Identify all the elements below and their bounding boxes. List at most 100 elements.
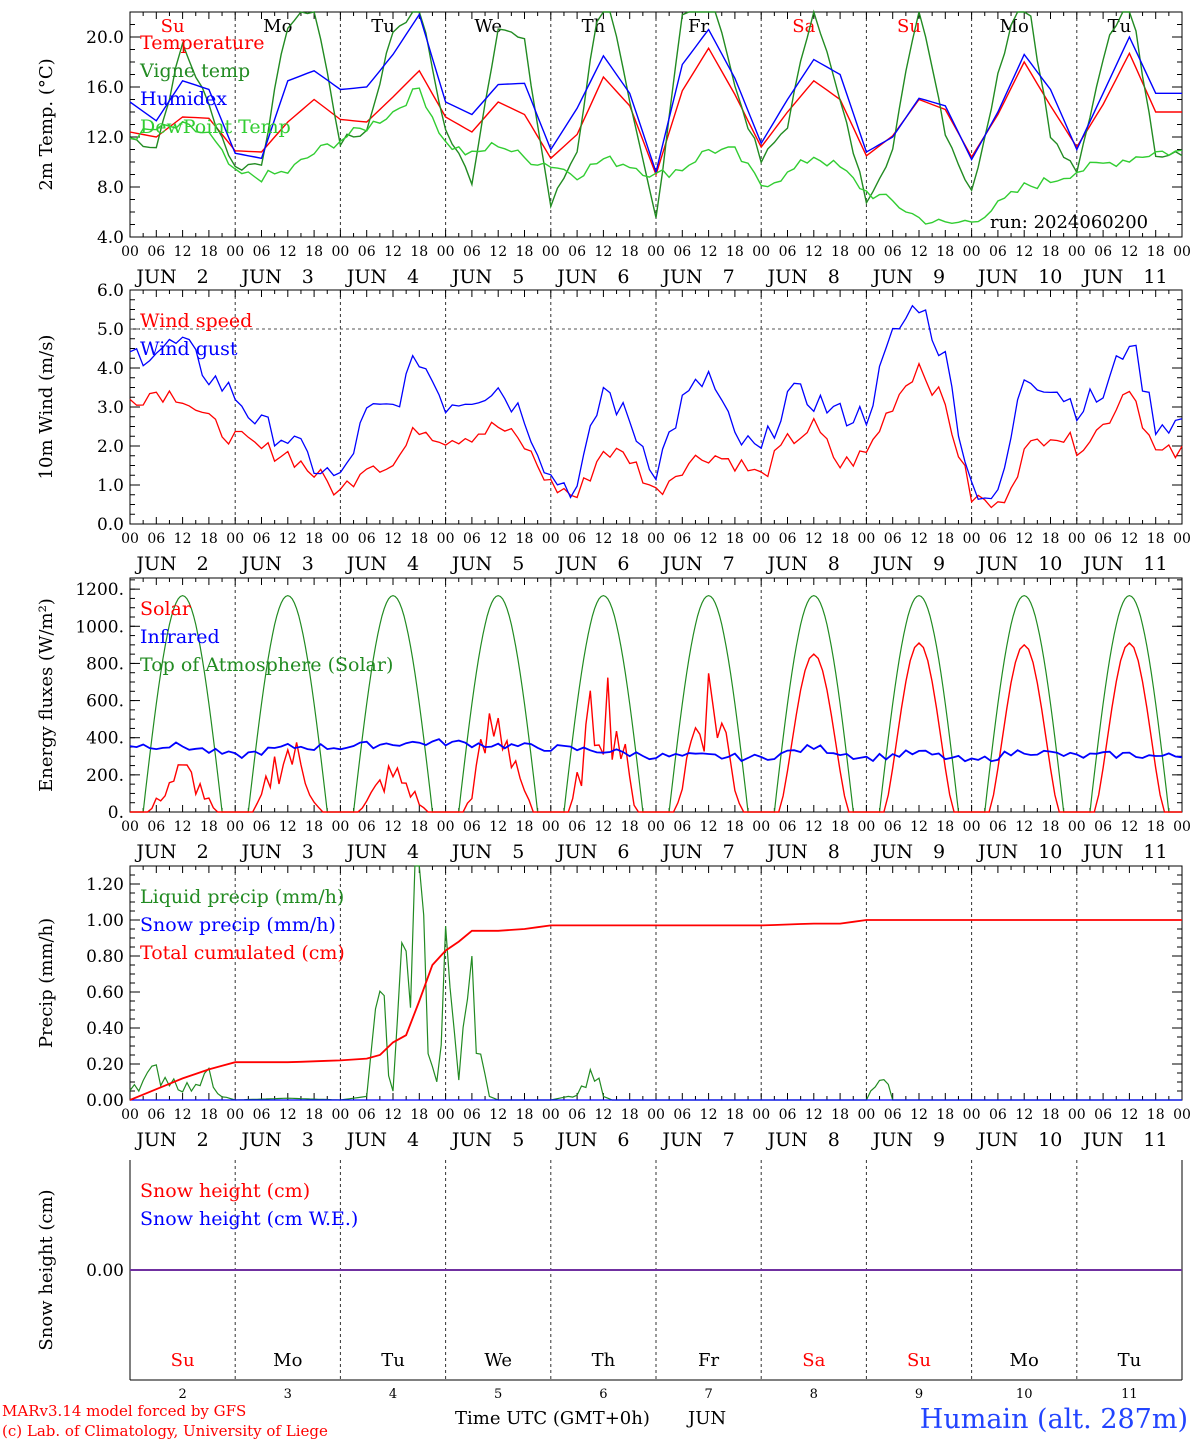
day-number-label: 3 <box>284 1387 292 1402</box>
day-number-label: 8 <box>828 1129 840 1151</box>
legend-entry: Vigne temp <box>139 60 250 82</box>
hour-label: 18 <box>1042 1107 1060 1123</box>
legend-entry: DewPoint Temp <box>140 116 291 138</box>
y-tick-label: 0.00 <box>86 1091 124 1111</box>
day-number-label: 2 <box>197 1129 209 1151</box>
day-month-label: JUN <box>345 553 387 575</box>
y-tick-label: 2.0 <box>97 437 124 457</box>
y-tick-label: 1.0 <box>97 476 124 496</box>
day-number-label: 8 <box>828 841 840 863</box>
hour-label: 18 <box>516 819 534 835</box>
day-number-label: 5 <box>512 553 524 575</box>
hour-label: 18 <box>305 1107 323 1123</box>
hour-label: 12 <box>1120 531 1138 547</box>
hour-label: 18 <box>305 244 323 260</box>
day-number-label: 5 <box>512 841 524 863</box>
hour-label: 12 <box>805 244 823 260</box>
hour-label: 00 <box>1068 531 1086 547</box>
hour-label: 12 <box>700 819 718 835</box>
y-tick-label: 5.0 <box>97 320 124 340</box>
hour-label: 06 <box>989 1107 1007 1123</box>
hour-label: 18 <box>831 531 849 547</box>
weekday-label: Mo <box>1010 1350 1039 1371</box>
hour-label: 18 <box>726 1107 744 1123</box>
hour-label: 12 <box>279 1107 297 1123</box>
y-tick-label: 0.60 <box>86 983 124 1003</box>
day-number-label: 10 <box>1038 841 1062 863</box>
hour-label: 06 <box>147 819 165 835</box>
hour-label: 12 <box>1120 1107 1138 1123</box>
hour-label: 06 <box>779 1107 797 1123</box>
hour-label: 06 <box>463 1107 481 1123</box>
day-number-label: 4 <box>407 1129 419 1151</box>
hour-label: 00 <box>1173 819 1191 835</box>
weekday-label: Sa <box>792 16 815 37</box>
hour-label: 00 <box>963 819 981 835</box>
run-label: run: 2024060200 <box>990 212 1148 233</box>
day-month-label: JUN <box>345 841 387 863</box>
hour-label: 18 <box>1147 531 1165 547</box>
hour-label: 06 <box>673 244 691 260</box>
hour-label: 06 <box>884 531 902 547</box>
series-line-humidex <box>129 12 1182 175</box>
hour-label: 00 <box>437 819 455 835</box>
hour-label: 00 <box>437 244 455 260</box>
hour-label: 12 <box>384 819 402 835</box>
day-month-label: JUN <box>450 1129 492 1151</box>
day-month-label: JUN <box>134 266 176 288</box>
hour-label: 18 <box>200 819 218 835</box>
hour-label: 00 <box>542 819 560 835</box>
hour-label: 06 <box>673 531 691 547</box>
hour-label: 18 <box>1147 244 1165 260</box>
day-month-label: JUN <box>134 841 176 863</box>
y-tick-label: 0.00 <box>86 1261 124 1281</box>
y-tick-label: 0.80 <box>86 947 124 967</box>
legend-entry: Snow precip (mm/h) <box>140 914 336 936</box>
day-number-label: 10 <box>1038 266 1062 288</box>
day-number-label: 11 <box>1143 266 1167 288</box>
day-month-label: JUN <box>345 266 387 288</box>
hour-label: 06 <box>1094 244 1112 260</box>
day-number-label: 6 <box>617 553 629 575</box>
hour-label: 00 <box>331 244 349 260</box>
day-month-label: JUN <box>766 266 808 288</box>
hour-label: 06 <box>1094 531 1112 547</box>
legend-entry: Solar <box>140 598 192 620</box>
hour-label: 00 <box>121 1107 139 1123</box>
hour-label: 18 <box>1042 244 1060 260</box>
footer-credit-model: MARv3.14 model forced by GFS <box>2 1402 246 1420</box>
day-month-label: JUN <box>766 1129 808 1151</box>
hour-label: 00 <box>647 819 665 835</box>
hour-label: 06 <box>358 244 376 260</box>
hour-label: 06 <box>568 1107 586 1123</box>
hour-label: 18 <box>831 819 849 835</box>
series-line-vigne-temp <box>129 9 1183 218</box>
series-line-temperature <box>129 46 1182 177</box>
day-number-label: 4 <box>407 266 419 288</box>
hour-label: 18 <box>410 819 428 835</box>
hour-label: 06 <box>673 819 691 835</box>
hour-label: 12 <box>279 244 297 260</box>
legend-entry: Temperature <box>140 32 264 54</box>
day-number-label: 6 <box>617 266 629 288</box>
weekday-label: Tu <box>381 1350 405 1371</box>
hour-label: 12 <box>1120 819 1138 835</box>
day-month-label: JUN <box>1081 266 1123 288</box>
y-tick-label: 1200. <box>75 580 124 600</box>
hour-label: 18 <box>726 531 744 547</box>
hour-label: 12 <box>1120 244 1138 260</box>
day-number-label: 9 <box>933 1129 945 1151</box>
hour-label: 00 <box>437 531 455 547</box>
y-axis-label: Snow height (cm) <box>36 1189 57 1350</box>
y-tick-label: 1.20 <box>86 875 124 895</box>
y-tick-label: 12.0 <box>86 128 124 148</box>
legend-entry: Total cumulated (cm) <box>140 942 345 964</box>
weekday-label: Su <box>171 1350 195 1371</box>
hour-label: 06 <box>779 244 797 260</box>
hour-label: 00 <box>542 531 560 547</box>
day-number-label: 4 <box>407 841 419 863</box>
day-number-label: 11 <box>1121 1387 1138 1402</box>
hour-label: 12 <box>384 244 402 260</box>
hour-label: 06 <box>884 244 902 260</box>
weekday-label: We <box>484 1350 512 1371</box>
